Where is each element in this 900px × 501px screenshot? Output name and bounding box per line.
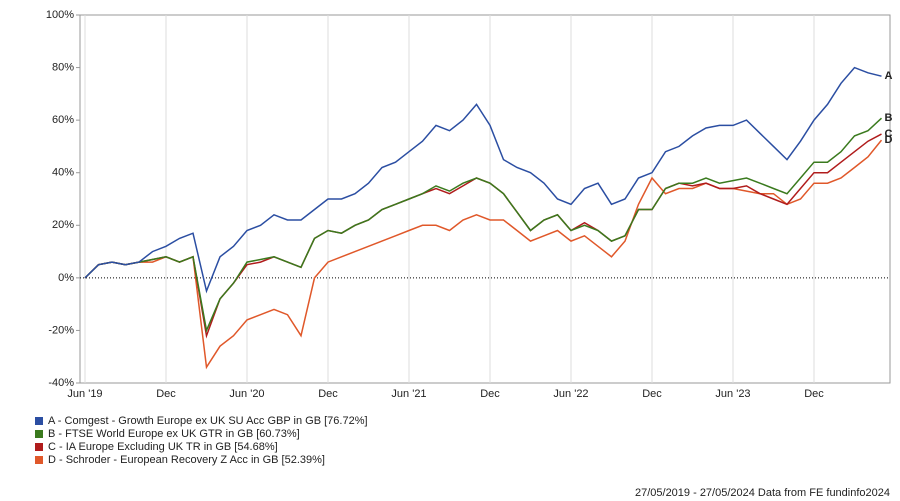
series-line — [84, 139, 883, 370]
y-tick-label: 20% — [52, 219, 74, 231]
x-tick-label: Jun '21 — [391, 388, 426, 400]
x-tick-label: Dec — [156, 388, 176, 400]
y-tick-label: -20% — [48, 324, 74, 336]
legend-label: B - FTSE World Europe ex UK GTR in GB [6… — [48, 428, 300, 440]
y-tick-label: 40% — [52, 167, 74, 179]
y-tick-label: 0% — [58, 272, 74, 284]
end-label: C — [885, 128, 893, 140]
series-line — [84, 133, 882, 339]
y-tick-label: 100% — [46, 9, 74, 21]
x-tick-label: Dec — [642, 388, 662, 400]
plot-area — [79, 14, 891, 384]
legend-swatch — [35, 443, 43, 451]
x-tick-label: Jun '23 — [715, 388, 750, 400]
x-tick-label: Dec — [804, 388, 824, 400]
legend-swatch — [35, 417, 43, 425]
x-tick-label: Dec — [480, 388, 500, 400]
legend-swatch — [35, 456, 43, 464]
legend-label: D - Schroder - European Recovery Z Acc i… — [48, 454, 325, 466]
series-line — [84, 66, 882, 294]
legend-label: A - Comgest - Growth Europe ex UK SU Acc… — [48, 415, 368, 427]
y-tick-label: -40% — [48, 377, 74, 389]
x-tick-label: Dec — [318, 388, 338, 400]
x-tick-label: Jun '19 — [67, 388, 102, 400]
legend-swatch — [35, 430, 43, 438]
end-label: B — [885, 112, 893, 124]
y-tick-label: 60% — [52, 114, 74, 126]
footer: 27/05/2019 - 27/05/2024 Data from FE fun… — [635, 487, 890, 499]
end-label: A — [885, 70, 893, 82]
x-tick-label: Jun '22 — [553, 388, 588, 400]
end-label: D — [885, 134, 893, 146]
y-tick-label: 80% — [52, 61, 74, 73]
series-line — [84, 117, 883, 333]
legend-label: C - IA Europe Excluding UK TR in GB [54.… — [48, 441, 278, 453]
x-tick-label: Jun '20 — [229, 388, 264, 400]
